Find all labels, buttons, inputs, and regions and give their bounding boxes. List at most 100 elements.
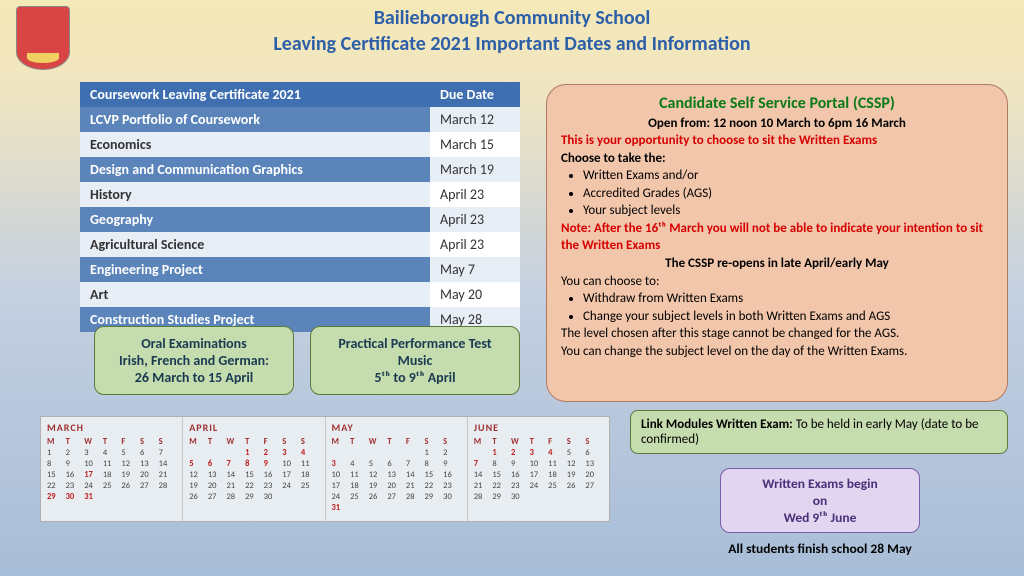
cal-day: 7 (159, 448, 177, 458)
calendar-april: APRIL MTWTFSS123456789101112131415161718… (183, 417, 325, 521)
cal-day: 27 (585, 481, 603, 491)
cal-dow: F (548, 437, 566, 447)
td-subject: Geography (80, 207, 430, 232)
cal-day: 4 (301, 448, 319, 458)
cal-day: 2 (443, 448, 461, 458)
cal-day: 16 (264, 470, 282, 480)
cal-day: 19 (189, 481, 207, 491)
list-item: Change your subject levels in both Writt… (583, 308, 993, 326)
td-subject: Agricultural Science (80, 232, 430, 257)
cal-day: 31 (84, 492, 102, 502)
cal-day: 16 (511, 470, 529, 480)
cal-dow: S (585, 437, 603, 447)
cal-day: 15 (425, 470, 443, 480)
cal-day: 8 (245, 459, 263, 469)
cal-dow: T (245, 437, 263, 447)
oral-l2: Irish, French and German: (107, 352, 281, 369)
cal-dow: T (66, 437, 84, 447)
cal-dow: W (226, 437, 244, 447)
cssp-final1: The level chosen after this stage cannot… (561, 325, 993, 343)
link-modules-box: Link Modules Written Exam: To be held in… (630, 410, 1008, 454)
finish-text: All students finish school 28 May (720, 540, 920, 557)
cal-day: 21 (226, 481, 244, 491)
music-l3: 5ᵗʰ to 9ᵗʰ April (323, 369, 507, 386)
cal-day: 19 (121, 470, 139, 480)
cal-day: 5 (369, 459, 387, 469)
coursework-table: Coursework Leaving Certificate 2021Due D… (80, 82, 520, 332)
cal-day: 11 (301, 459, 319, 469)
td-subject: Engineering Project (80, 257, 430, 282)
music-test-box: Practical Performance Test Music 5ᵗʰ to … (310, 326, 520, 395)
cal-day: 1 (425, 448, 443, 458)
cal-day: 16 (443, 470, 461, 480)
cal-day: 24 (282, 481, 300, 491)
cal-day: 31 (332, 503, 350, 513)
cal-day: 26 (189, 492, 207, 502)
cal-dow: S (425, 437, 443, 447)
header: Bailieborough Community School Leaving C… (0, 0, 1024, 56)
cal-day: 28 (406, 492, 424, 502)
cal-day: 22 (245, 481, 263, 491)
cal-day: 10 (84, 459, 102, 469)
exams-l2: on (727, 492, 913, 509)
music-l2: Music (323, 352, 507, 369)
cal-day: 20 (140, 470, 158, 480)
cal-day: 23 (264, 481, 282, 491)
calendar-march: MARCH MTWTFSS123456789101112131415161718… (41, 417, 183, 521)
cal-day: 9 (264, 459, 282, 469)
cal-dow: W (84, 437, 102, 447)
cal-day: 2 (66, 448, 84, 458)
cal-dow: T (492, 437, 510, 447)
table-row: Design and Communication Graphics March … (80, 157, 520, 182)
cal-day: 26 (369, 492, 387, 502)
cal-dow: S (301, 437, 319, 447)
cal-day: 13 (208, 470, 226, 480)
table-row: Geography April 23 (80, 207, 520, 232)
cal-day: 5 (189, 459, 207, 469)
cal-day: 25 (103, 481, 121, 491)
cal-day: 10 (282, 459, 300, 469)
cal-day: 24 (84, 481, 102, 491)
td-subject: Art (80, 282, 430, 307)
cal-dow: T (208, 437, 226, 447)
cal-day: 20 (585, 470, 603, 480)
cal-day: 17 (332, 481, 350, 491)
list-item: Withdraw from Written Exams (583, 290, 993, 308)
cal-day: 26 (121, 481, 139, 491)
cal-dow: S (443, 437, 461, 447)
cal-dow: M (47, 437, 65, 447)
cal-day: 23 (443, 481, 461, 491)
cal-day: 18 (301, 470, 319, 480)
table-row: LCVP Portfolio of Coursework March 12 (80, 107, 520, 132)
cal-day: 5 (567, 448, 585, 458)
table-row: Agricultural Science April 23 (80, 232, 520, 257)
cal-day: 14 (406, 470, 424, 480)
table-row: Art May 20 (80, 282, 520, 307)
cal-day: 7 (474, 459, 492, 469)
cal-day: 18 (548, 470, 566, 480)
cal-day: 25 (350, 492, 368, 502)
cal-day: 30 (511, 492, 529, 502)
cal-dow: M (474, 437, 492, 447)
cal-day: 25 (548, 481, 566, 491)
oral-exams-box: Oral Examinations Irish, French and Germ… (94, 326, 294, 395)
cal-dow: F (406, 437, 424, 447)
cal-day: 29 (425, 492, 443, 502)
oral-l1: Oral Examinations (107, 335, 281, 352)
cal-day: 3 (530, 448, 548, 458)
page-title-2: Leaving Certificate 2021 Important Dates… (0, 32, 1024, 56)
school-crest (16, 6, 70, 70)
td-subject: LCVP Portfolio of Coursework (80, 107, 430, 132)
cal-day: 1 (47, 448, 65, 458)
cal-dow: T (103, 437, 121, 447)
cal-day: 13 (585, 459, 603, 469)
cal-day: 9 (511, 459, 529, 469)
cal-day: 27 (140, 481, 158, 491)
cal-day: 16 (66, 470, 84, 480)
exams-l3: Wed 9ᵗʰ June (727, 509, 913, 526)
list-item: Your subject levels (583, 202, 993, 220)
cal-day: 5 (121, 448, 139, 458)
cal-day: 30 (443, 492, 461, 502)
td-date: March 19 (430, 157, 520, 182)
cal-day: 21 (159, 470, 177, 480)
